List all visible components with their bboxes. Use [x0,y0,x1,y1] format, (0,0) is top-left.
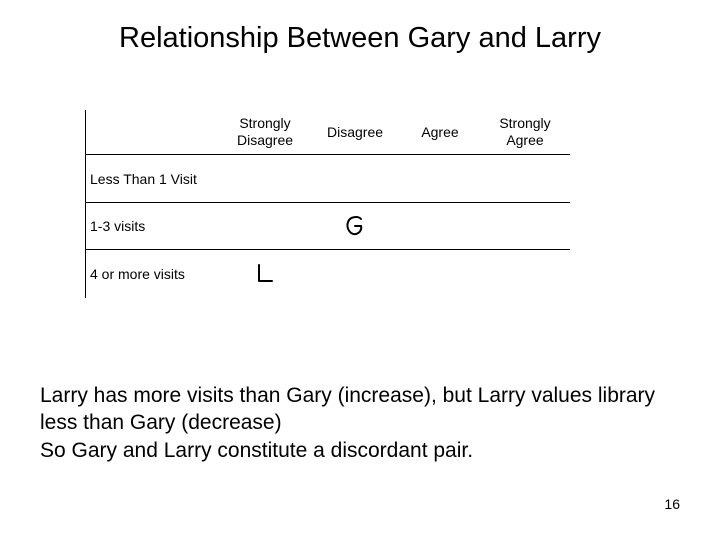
table-cell [480,154,570,202]
page-title: Relationship Between Gary and Larry [0,0,720,55]
col-header: Strongly Disagree [220,110,310,154]
footer-explanation: Larry has more visits than Gary (increas… [40,382,680,464]
col-header: Disagree [310,110,400,154]
page-number: 16 [664,496,680,512]
table-cell [310,154,400,202]
table-cell-larry [220,250,310,298]
table-cell [400,202,480,250]
table-cell [220,202,310,250]
table-cell [310,250,400,298]
row-label: Less Than 1 Visit [85,154,220,202]
footer-line1: Larry has more visits than Gary (increas… [40,384,655,434]
row-label: 1-3 visits [85,202,220,250]
col-header: Agree [400,110,480,154]
likert-table: Strongly Disagree Disagree Agree Strongl… [85,110,585,298]
header-empty [85,110,220,154]
table-cell [480,202,570,250]
table-cell [400,250,480,298]
table-cell [480,250,570,298]
row-label: 4 or more visits [85,250,220,298]
letter-l-icon [252,261,278,287]
col-header: Strongly Agree [480,110,570,154]
table-cell [220,154,310,202]
letter-g-icon [342,213,368,239]
table-cell [400,154,480,202]
table-cell-gary [310,202,400,250]
footer-line2: So Gary and Larry constitute a discordan… [40,437,680,464]
